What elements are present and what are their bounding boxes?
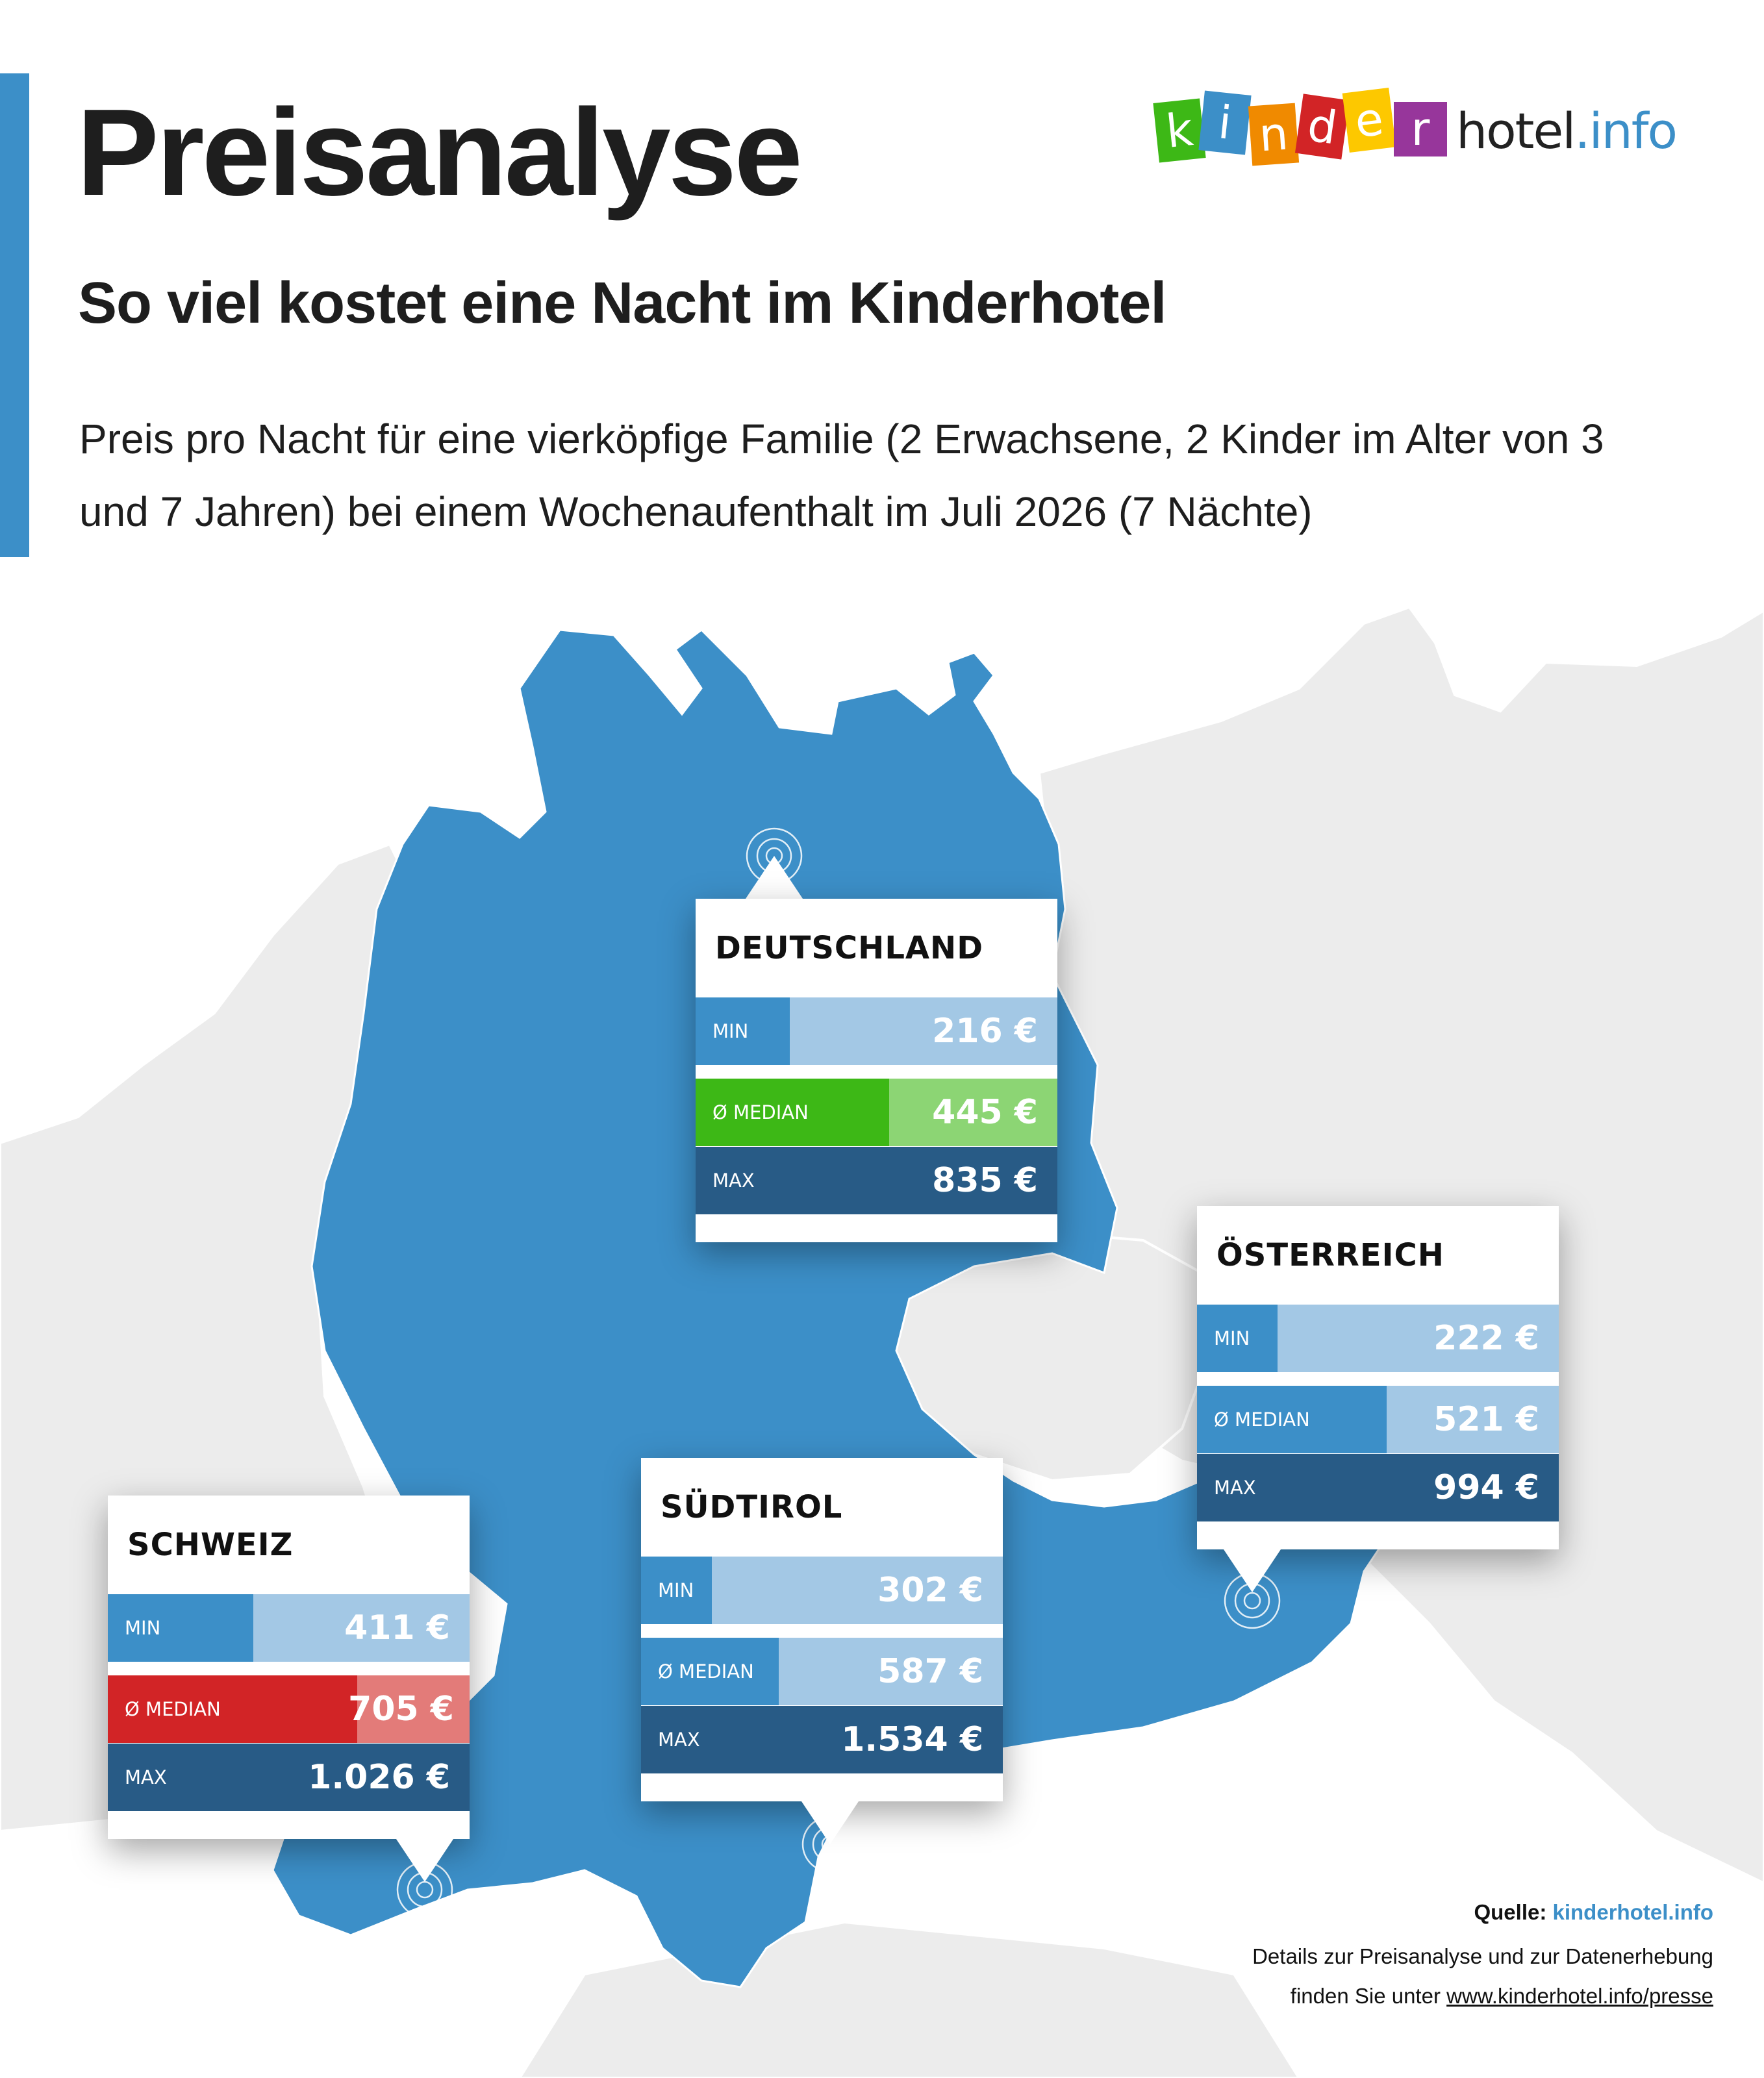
max-label: MAX — [125, 1766, 167, 1788]
page-subtitle: So viel kostet eine Nacht im Kinderhotel — [78, 271, 1166, 336]
card-deutschland[interactable]: DEUTSCHLAND MIN 216 € Ø MEDIAN 445 € MAX… — [696, 899, 1057, 1242]
max-row: MAX 1.534 € — [641, 1706, 1003, 1773]
median-row: Ø MEDIAN 521 € — [1197, 1386, 1559, 1453]
deutschland-pointer — [746, 856, 803, 899]
page-title: Preisanalyse — [77, 84, 803, 221]
description: Preis pro Nacht für eine vierköpfige Fam… — [79, 416, 1604, 535]
card-schweiz[interactable]: SCHWEIZ MIN 411 € Ø MEDIAN 705 € MAX 1.0… — [108, 1496, 470, 1839]
min-label: MIN — [1214, 1327, 1250, 1349]
max-value: 835 € — [932, 1161, 1038, 1200]
source-link[interactable]: kinderhotel.info — [1552, 1900, 1714, 1924]
max-row: MAX 1.026 € — [108, 1744, 470, 1811]
median-label: Ø MEDIAN — [125, 1698, 221, 1720]
max-value: 994 € — [1433, 1468, 1539, 1507]
min-label: MIN — [125, 1617, 161, 1639]
details-line-2: finden Sie unter www.kinderhotel.info/pr… — [1290, 1984, 1713, 2008]
median-label: Ø MEDIAN — [658, 1660, 754, 1683]
schweiz-pointer — [396, 1839, 453, 1882]
min-label: MIN — [658, 1579, 694, 1601]
min-row: MIN 302 € — [641, 1557, 1003, 1624]
median-row: Ø MEDIAN 705 € — [108, 1675, 470, 1743]
kinderhotel-logo[interactable]: k i n d e r hotel.info — [1153, 87, 1741, 169]
median-label: Ø MEDIAN — [1214, 1408, 1310, 1431]
min-value: 302 € — [877, 1571, 983, 1610]
details-line-1: Details zur Preisanalyse und zur Datener… — [1252, 1944, 1713, 1968]
region-name: SÜDTIROL — [661, 1489, 843, 1525]
min-row: MIN 411 € — [108, 1594, 470, 1662]
median-value: 521 € — [1433, 1400, 1539, 1439]
min-value: 216 € — [932, 1012, 1038, 1051]
oesterreich-pointer — [1224, 1549, 1281, 1592]
region-name: DEUTSCHLAND — [715, 930, 984, 966]
max-value: 1.534 € — [841, 1720, 983, 1759]
median-value: 587 € — [877, 1652, 983, 1691]
min-label: MIN — [712, 1020, 749, 1042]
card-oesterreich[interactable]: ÖSTERREICH MIN 222 € Ø MEDIAN 521 € MAX … — [1197, 1206, 1559, 1549]
source-line: Quelle: kinderhotel.info — [1474, 1900, 1714, 1924]
logo-letter-r: r — [1394, 102, 1447, 156]
max-label: MAX — [1214, 1477, 1256, 1499]
press-link[interactable]: www.kinderhotel.info/presse — [1446, 1984, 1713, 2008]
median-value: 445 € — [932, 1093, 1038, 1132]
max-row: MAX 835 € — [696, 1147, 1057, 1214]
region-name: ÖSTERREICH — [1216, 1237, 1444, 1273]
min-value: 222 € — [1433, 1319, 1539, 1358]
max-label: MAX — [712, 1170, 755, 1192]
min-row: MIN 216 € — [696, 997, 1057, 1065]
median-row: Ø MEDIAN 587 € — [641, 1638, 1003, 1705]
min-value: 411 € — [344, 1609, 450, 1647]
max-value: 1.026 € — [308, 1758, 450, 1797]
median-value: 705 € — [348, 1690, 454, 1729]
suedtirol-pointer — [801, 1801, 859, 1844]
logo-wordmark: hotel.info — [1456, 102, 1678, 160]
min-row: MIN 222 € — [1197, 1305, 1559, 1372]
max-label: MAX — [658, 1729, 700, 1751]
median-row: Ø MEDIAN 445 € — [696, 1079, 1057, 1146]
region-name: SCHWEIZ — [127, 1527, 294, 1563]
card-suedtirol[interactable]: SÜDTIROL MIN 302 € Ø MEDIAN 587 € MAX 1.… — [641, 1458, 1003, 1801]
max-row: MAX 994 € — [1197, 1454, 1559, 1521]
accent-bar — [0, 73, 29, 557]
median-label: Ø MEDIAN — [712, 1101, 809, 1123]
